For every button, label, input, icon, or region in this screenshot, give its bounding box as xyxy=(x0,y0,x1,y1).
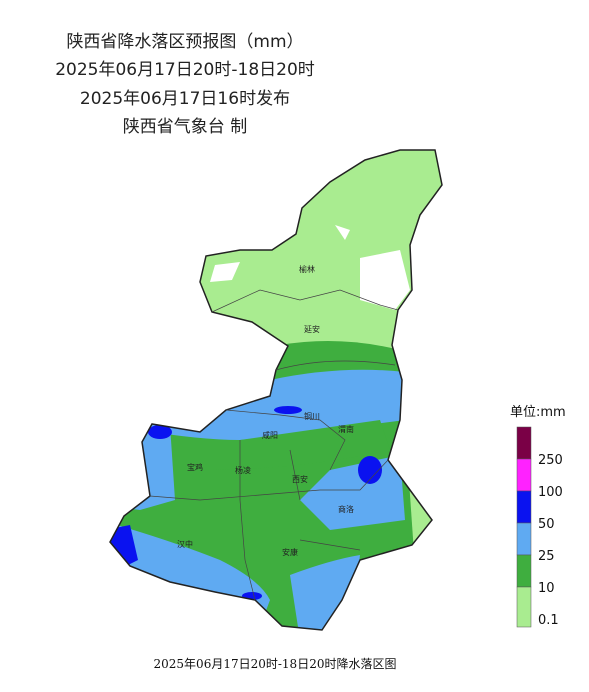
legend: 单位:mm 250 100 50 25 10 0.1 xyxy=(510,405,566,628)
legend-swatch xyxy=(516,458,532,492)
legend-label: 50 xyxy=(538,517,555,532)
city-label: 西安 xyxy=(292,474,308,484)
city-label: 杨凌 xyxy=(235,465,251,475)
legend-swatch xyxy=(516,426,532,460)
issuer: 陕西省气象台 制 xyxy=(123,117,247,137)
city-label: 延安 xyxy=(304,324,320,334)
legend-label: 0.1 xyxy=(538,613,559,628)
city-label: 榆林 xyxy=(299,264,315,274)
legend-label: 10 xyxy=(538,581,555,596)
issue-time: 2025年06月17日16时发布 xyxy=(80,89,290,109)
city-label: 咸阳 xyxy=(262,430,278,440)
forecast-period: 2025年06月17日20时-18日20时 xyxy=(55,60,315,80)
city-label: 铜川 xyxy=(304,411,320,421)
legend-swatch xyxy=(516,586,532,628)
legend-title: 单位:mm xyxy=(510,405,566,420)
legend-label: 25 xyxy=(538,549,555,564)
legend-label: 250 xyxy=(538,453,563,468)
city-label: 汉中 xyxy=(177,539,193,549)
legend-label: 100 xyxy=(538,485,563,500)
city-label: 商洛 xyxy=(338,504,354,514)
precip-areas xyxy=(110,150,442,630)
city-label: 安康 xyxy=(282,547,298,557)
legend-swatch xyxy=(516,554,532,588)
title: 陕西省降水落区预报图（mm） xyxy=(66,32,303,52)
legend-swatch xyxy=(516,490,532,524)
caption: 2025年06月17日20时-18日20时降水落区图 xyxy=(154,657,397,671)
city-label: 渭南 xyxy=(338,424,354,434)
city-borders xyxy=(149,289,399,601)
legend-swatch xyxy=(516,522,532,556)
city-label: 宝鸡 xyxy=(187,462,203,472)
